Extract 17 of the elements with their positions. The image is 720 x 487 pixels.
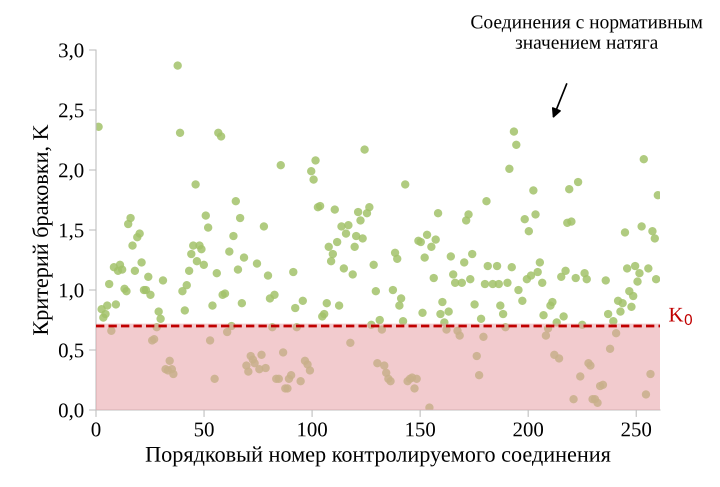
y-tick-label: 1,0	[60, 283, 84, 300]
x-tick-label: 50	[194, 422, 214, 436]
x-axis-title: Порядковый номер контролируемого соединения	[146, 446, 610, 466]
y-tick-label: 2,5	[59, 103, 84, 120]
y-tick-label: 0,5	[58, 343, 84, 360]
x-tick-label: 0	[92, 422, 100, 436]
y-tick-label: 3,0	[59, 43, 84, 60]
x-tick-label: 200	[513, 422, 544, 436]
y-tick-label: 2,0	[59, 163, 84, 180]
ref-line-label: K$_{0}$	[669, 308, 692, 326]
x-tick-label: 100	[298, 422, 327, 436]
text: Соединения с нормативным значением натяга	[471, 15, 702, 49]
x-tick-label: 250	[622, 422, 652, 436]
y-tick-label: 1,5	[60, 223, 84, 240]
y-axis-title: Критерий браковки, K	[32, 124, 53, 335]
y-tick-label: 0,0	[58, 403, 84, 420]
x-tick-label: 150	[406, 422, 435, 436]
